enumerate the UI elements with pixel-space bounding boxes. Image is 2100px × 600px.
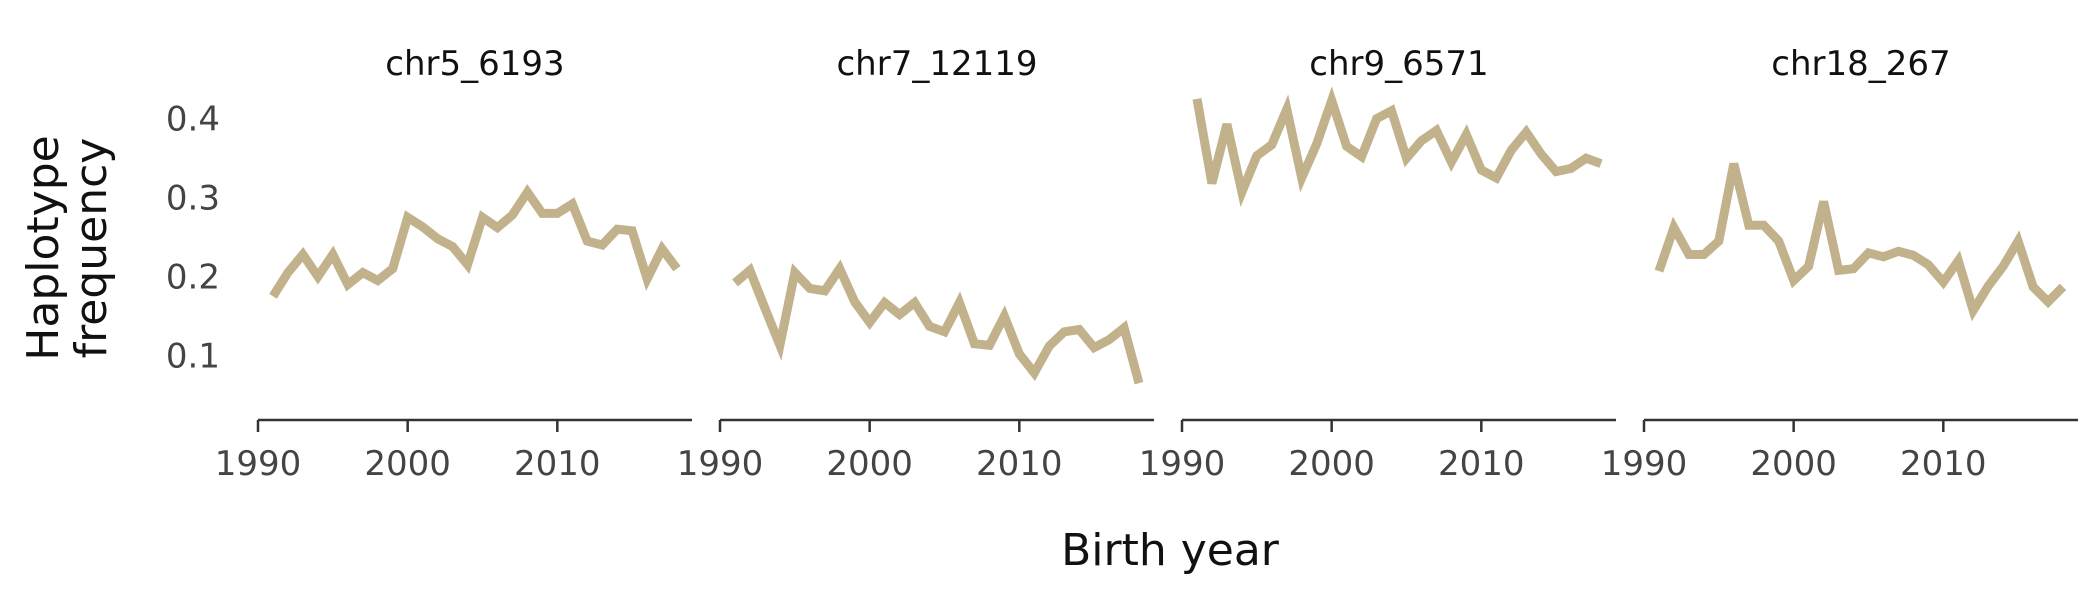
y-tick-label: 0.1 [166,337,220,377]
x-tick-label: 2000 [1750,444,1837,484]
x-tick-label: 2000 [826,444,913,484]
y-axis: 0.1 0.2 0.3 0.4 [166,100,220,377]
panel-4: chr18_267 1990 2000 2010 [1601,44,2078,484]
series-line [1654,162,2067,322]
x-tick-label: 1990 [677,444,764,484]
x-tick-label: 2000 [1288,444,1375,484]
y-axis-title-line-2: frequency [66,138,117,359]
x-tick-label: 2010 [514,444,601,484]
x-tick-label: 1990 [215,444,302,484]
x-axis-title: Birth year [1061,525,1280,576]
panel-title: chr9_6571 [1309,44,1488,84]
x-tick-label: 1990 [1139,444,1226,484]
panel-title: chr5_6193 [385,44,564,84]
panel-title: chr7_12119 [836,44,1037,84]
y-tick-label: 0.4 [166,100,220,140]
x-tick-label: 2010 [1900,444,1987,484]
panel-3: chr9_6571 1990 2000 2010 [1139,44,1616,484]
x-tick-label: 2000 [364,444,451,484]
panel-title: chr18_267 [1771,44,1950,84]
series-line [269,184,681,299]
panel-2: chr7_12119 1990 2000 2010 [677,44,1154,484]
y-axis-title-line-1: Haplotype [18,135,69,360]
x-tick-label: 1990 [1601,444,1688,484]
y-tick-label: 0.3 [166,179,220,219]
x-tick-label: 2010 [1438,444,1525,484]
series-line [1192,86,1603,208]
chart-panels: chr5_6193 1990 2000 2010 chr7_12119 1990 2000 2… [215,44,2078,484]
series-line [732,259,1144,385]
panel-1: chr5_6193 1990 2000 2010 [215,44,692,484]
x-tick-label: 2010 [976,444,1063,484]
y-tick-label: 0.2 [166,258,220,298]
